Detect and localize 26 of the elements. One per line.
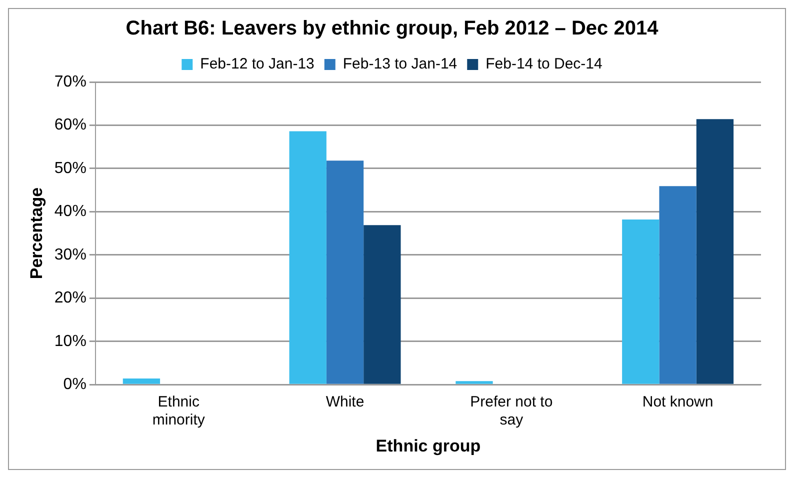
y-tick-label: 30% bbox=[54, 246, 86, 264]
bar bbox=[364, 225, 401, 384]
x-tick-label: Not known bbox=[642, 394, 714, 411]
bar bbox=[696, 119, 734, 384]
y-tick-label: 20% bbox=[54, 290, 86, 307]
x-tick-label: Ethnic minority bbox=[152, 394, 206, 429]
x-axis-title: Ethnic group bbox=[376, 436, 481, 456]
legend-label: Feb-13 to Jan-14 bbox=[342, 56, 458, 73]
bar bbox=[659, 186, 696, 384]
y-axis-title: Percentage bbox=[26, 187, 46, 280]
bar bbox=[326, 160, 364, 384]
x-tick-label: White bbox=[326, 394, 364, 411]
bar bbox=[122, 378, 160, 384]
chart-title: Chart B6: Leavers by ethnic group, Feb 2012 – Dec 2014 bbox=[126, 18, 660, 40]
bar bbox=[289, 131, 326, 384]
bar bbox=[622, 219, 660, 384]
y-tick-label: 40% bbox=[54, 203, 86, 220]
x-tick-label: Prefer not to say bbox=[470, 394, 553, 429]
y-tick-label: 50% bbox=[54, 160, 86, 177]
y-tick-label: 10% bbox=[54, 332, 86, 350]
y-tick-label: 70% bbox=[54, 73, 86, 90]
legend-label: Feb-12 to Jan-13 bbox=[200, 56, 314, 73]
y-tick-label: 0% bbox=[63, 376, 86, 394]
y-tick-label: 60% bbox=[54, 116, 86, 134]
legend-label: Feb-14 to Dec-14 bbox=[486, 56, 602, 73]
bar bbox=[456, 381, 493, 384]
